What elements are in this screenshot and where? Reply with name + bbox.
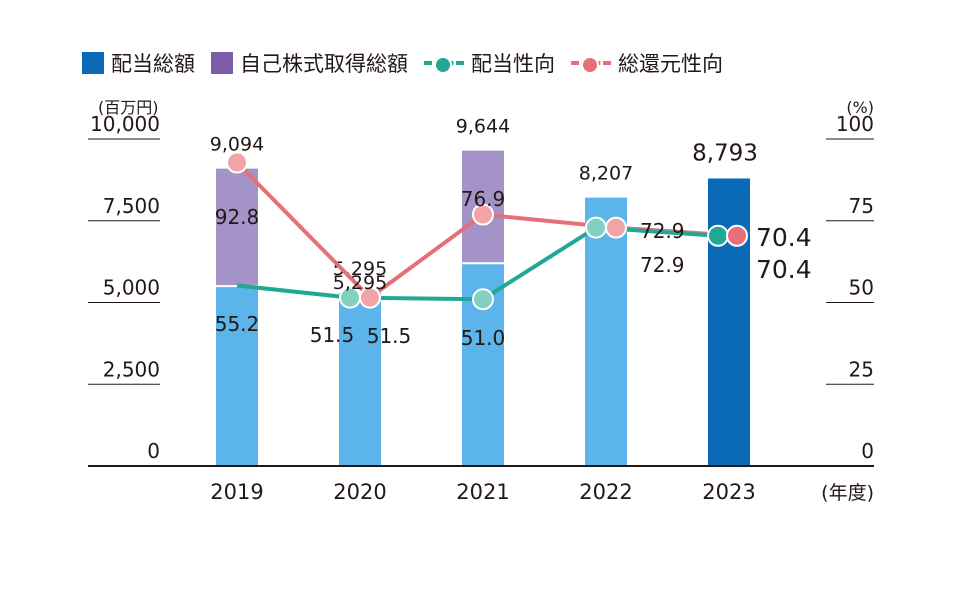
x-axis-category-label: 2023 <box>702 480 755 504</box>
x-axis-category-label: 2021 <box>456 480 509 504</box>
legend-payout: 配当性向 <box>424 48 555 78</box>
total-return-label: 51.5 <box>367 324 412 348</box>
payout-label: 51.0 <box>461 326 506 350</box>
right-axis-tick-label: 100 <box>836 112 874 136</box>
total-return-point <box>472 203 494 226</box>
x-axis-unit: (年度) <box>821 482 874 504</box>
payout-point <box>472 288 494 311</box>
bar-total-label: 9,094 <box>210 134 264 156</box>
left-axis-tick-label: 2,500 <box>103 357 160 381</box>
left-axis-tick-label: 5,000 <box>103 276 160 300</box>
right-axis-tick-label: 25 <box>849 357 874 381</box>
buyback-bar <box>216 168 258 287</box>
chart-legend: 配当総額 自己株式取得総額 配当性向 総還元性向 <box>82 48 739 78</box>
total-return-label: 76.9 <box>461 187 506 211</box>
legend-total-return-label: 総還元性向 <box>618 52 723 76</box>
bar-total-label: 8,793 <box>692 140 758 166</box>
x-axis-category-label: 2020 <box>333 480 386 504</box>
total-return-point <box>226 151 248 174</box>
payout-label: 51.5 <box>310 323 355 347</box>
left-axis-tick-label: 7,500 <box>103 194 160 218</box>
total-return-point <box>605 216 627 239</box>
x-axis-category-label: 2019 <box>210 480 263 504</box>
legend-dividend-swatch <box>82 52 104 74</box>
total-return-point <box>359 286 381 309</box>
x-axis-category-label: 2022 <box>579 480 632 504</box>
total-return-point <box>726 224 748 247</box>
payout-label: 72.9 <box>640 253 685 277</box>
dividend-bar <box>585 197 627 466</box>
left-axis-tick-label: 0 <box>147 439 160 463</box>
left-axis-unit: (百万円) <box>98 98 159 117</box>
left-axis-tick-label: 10,000 <box>90 112 160 136</box>
payout-point <box>585 216 607 239</box>
total-return-label: 92.8 <box>215 205 260 229</box>
legend-payout-swatch <box>424 52 464 74</box>
right-axis-tick-label: 50 <box>849 276 874 300</box>
right-axis-tick-label: 0 <box>861 439 874 463</box>
legend-buyback-swatch <box>211 52 233 74</box>
total-return-label: 70.4 <box>756 223 812 252</box>
bar-total-label: 8,207 <box>579 163 633 185</box>
legend-payout-label: 配当性向 <box>471 52 555 76</box>
total-return-label: 5,295 <box>333 272 387 294</box>
total-return-label: 72.9 <box>640 219 685 243</box>
payout-label: 55.2 <box>215 312 260 336</box>
legend-total-return: 総還元性向 <box>571 48 723 78</box>
legend-dividend: 配当総額 <box>82 48 195 78</box>
bar-total-label: 9,644 <box>456 116 510 138</box>
legend-buyback: 自己株式取得総額 <box>211 48 408 78</box>
right-axis-unit: (%) <box>846 98 874 117</box>
payout-point <box>707 224 729 247</box>
payout-label: 70.4 <box>756 255 812 284</box>
legend-total-return-swatch <box>571 52 611 74</box>
dividend-bar <box>216 286 258 466</box>
legend-buyback-label: 自己株式取得総額 <box>240 52 408 76</box>
dividend-bar <box>339 292 381 466</box>
legend-dividend-label: 配当総額 <box>111 52 195 76</box>
right-axis-tick-label: 75 <box>849 194 874 218</box>
dividend-bar <box>708 178 750 466</box>
